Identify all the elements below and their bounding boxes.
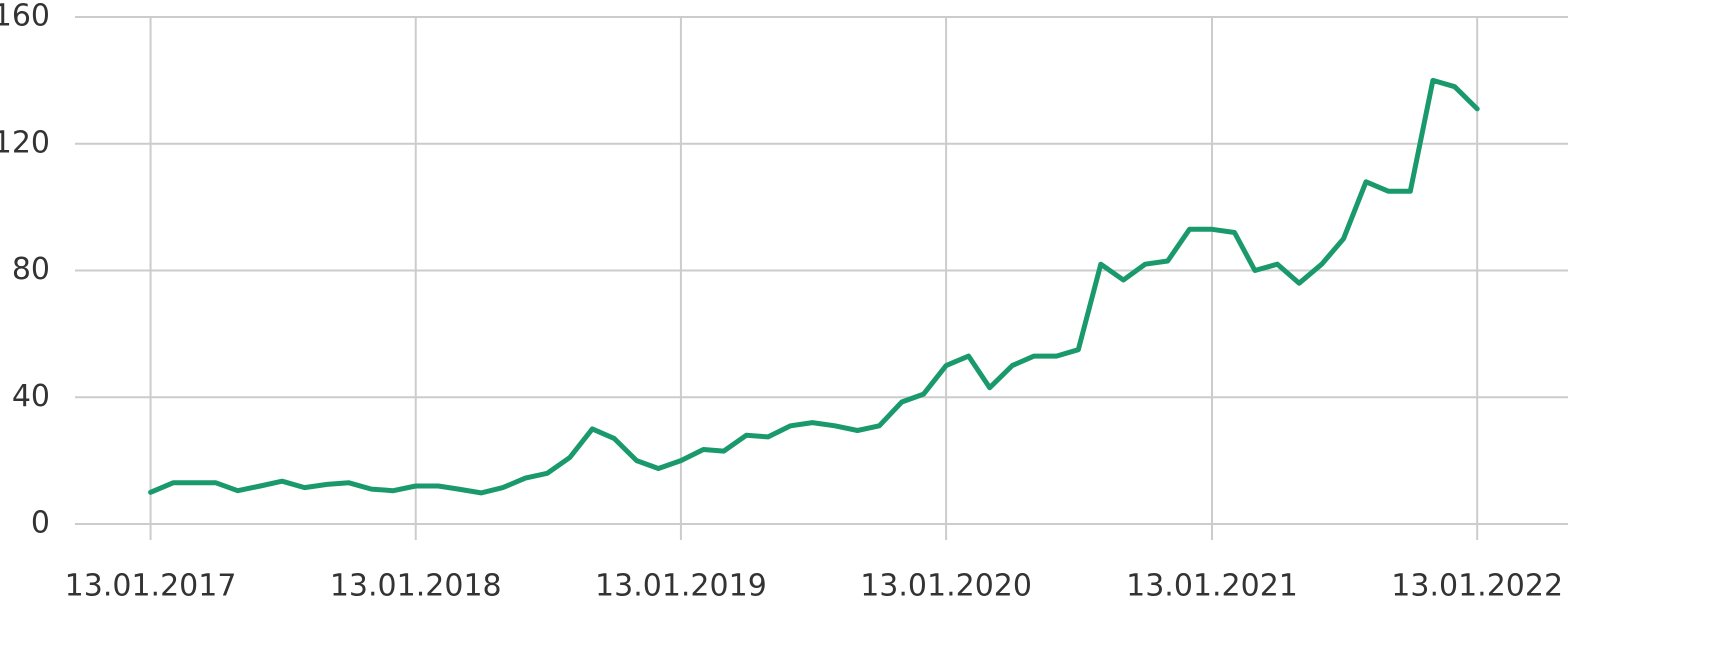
y-tick-label: 120 [0,125,50,160]
y-tick-label: 40 [12,379,50,414]
x-tick-label: 13.01.2020 [860,569,1032,604]
x-tick-label: 13.01.2017 [65,569,237,604]
y-tick-label: 160 [0,0,50,34]
x-tick-label: 13.01.2022 [1391,569,1563,604]
x-tick-label: 13.01.2018 [330,569,502,604]
x-tick-label: 13.01.2019 [595,569,767,604]
y-tick-label: 80 [12,252,50,287]
line [148,77,1480,496]
y-tick-label: 0 [31,506,50,541]
x-tick-label: 13.01.2021 [1126,569,1298,604]
